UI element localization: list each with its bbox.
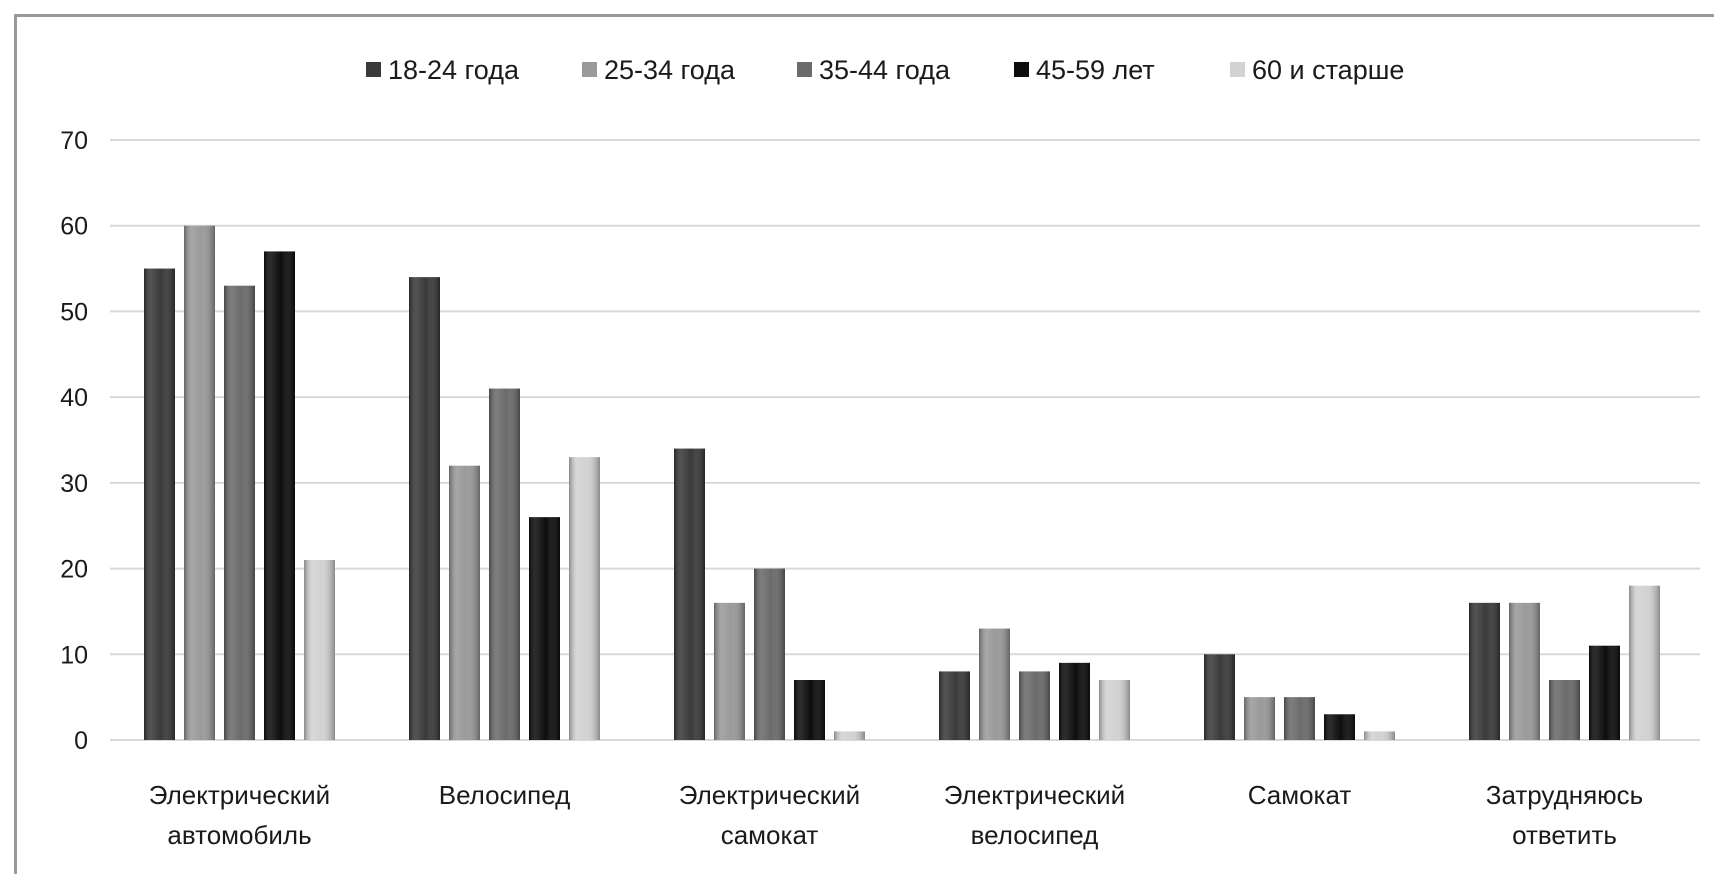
gridlines	[110, 139, 1700, 741]
x-axis-category-labels: Электрический автомобиль Велосипед Электрич…	[149, 780, 1643, 850]
legend-label: 45-59 лет	[1036, 55, 1155, 85]
y-tick-label: 70	[60, 127, 88, 155]
bar-shade	[1324, 714, 1355, 740]
bar-shade	[184, 225, 215, 740]
bar-shade	[449, 465, 480, 740]
bar-shade	[224, 285, 255, 740]
x-category-label: велосипед	[971, 820, 1099, 850]
x-category-label: Электрический	[679, 780, 860, 810]
bar-shade	[1019, 671, 1050, 740]
bar-shade	[714, 602, 745, 740]
y-axis-ticks: 0 10 20 30 40 50 60 70	[60, 127, 88, 755]
bar-shade	[939, 671, 970, 740]
x-category-label: Электрический	[149, 780, 330, 810]
legend-label: 25-34 года	[604, 55, 736, 85]
legend-swatch	[366, 62, 381, 77]
bar-shade	[1509, 602, 1540, 740]
y-tick-label: 10	[60, 641, 88, 669]
bar-shade	[569, 457, 600, 740]
bar-shade	[1549, 680, 1580, 740]
legend-swatch	[797, 62, 812, 77]
x-category-label: автомобиль	[167, 820, 311, 850]
bar-shade	[1629, 585, 1660, 740]
y-tick-label: 50	[60, 298, 88, 326]
bar-shade	[794, 680, 825, 740]
chart-frame	[14, 14, 1714, 874]
bar-shade	[674, 448, 705, 740]
bar-shade	[489, 388, 520, 740]
x-category-label: Самокат	[1248, 780, 1352, 810]
bar-shade	[754, 568, 785, 740]
x-category-label: ответить	[1512, 820, 1617, 850]
bar-shade	[1244, 697, 1275, 740]
bar-shade	[409, 277, 440, 740]
bar-shade	[1469, 602, 1500, 740]
bar-shade	[1059, 662, 1090, 740]
bar-shade	[1364, 731, 1395, 740]
legend: 18-24 года 25-34 года 35-44 года 45-59 лет 6…	[366, 55, 1404, 85]
bar-shade	[264, 251, 295, 740]
y-tick-label: 40	[60, 384, 88, 412]
bar-shade	[979, 628, 1010, 740]
y-tick-label: 20	[60, 556, 88, 584]
legend-swatch	[1014, 62, 1029, 77]
y-tick-label: 0	[74, 727, 88, 755]
legend-label: 60 и старше	[1252, 55, 1404, 85]
legend-label: 18-24 года	[388, 55, 520, 85]
x-category-label: самокат	[721, 820, 819, 850]
bars	[144, 225, 1660, 740]
legend-swatch	[1230, 62, 1245, 77]
y-tick-label: 30	[60, 470, 88, 498]
x-category-label: Электрический	[944, 780, 1125, 810]
x-category-label: Велосипед	[439, 780, 571, 810]
bar-shade	[1284, 697, 1315, 740]
bar-shade	[1099, 680, 1130, 740]
x-category-label: Затрудняюсь	[1486, 780, 1643, 810]
bar-shade	[529, 517, 560, 740]
bar-shade	[144, 268, 175, 740]
bar-shade	[304, 560, 335, 740]
bar-shade	[1204, 654, 1235, 740]
bar-shade	[1589, 645, 1620, 740]
bar-shade	[834, 731, 865, 740]
legend-label: 35-44 года	[819, 55, 951, 85]
legend-swatch	[582, 62, 597, 77]
y-tick-label: 60	[60, 213, 88, 241]
